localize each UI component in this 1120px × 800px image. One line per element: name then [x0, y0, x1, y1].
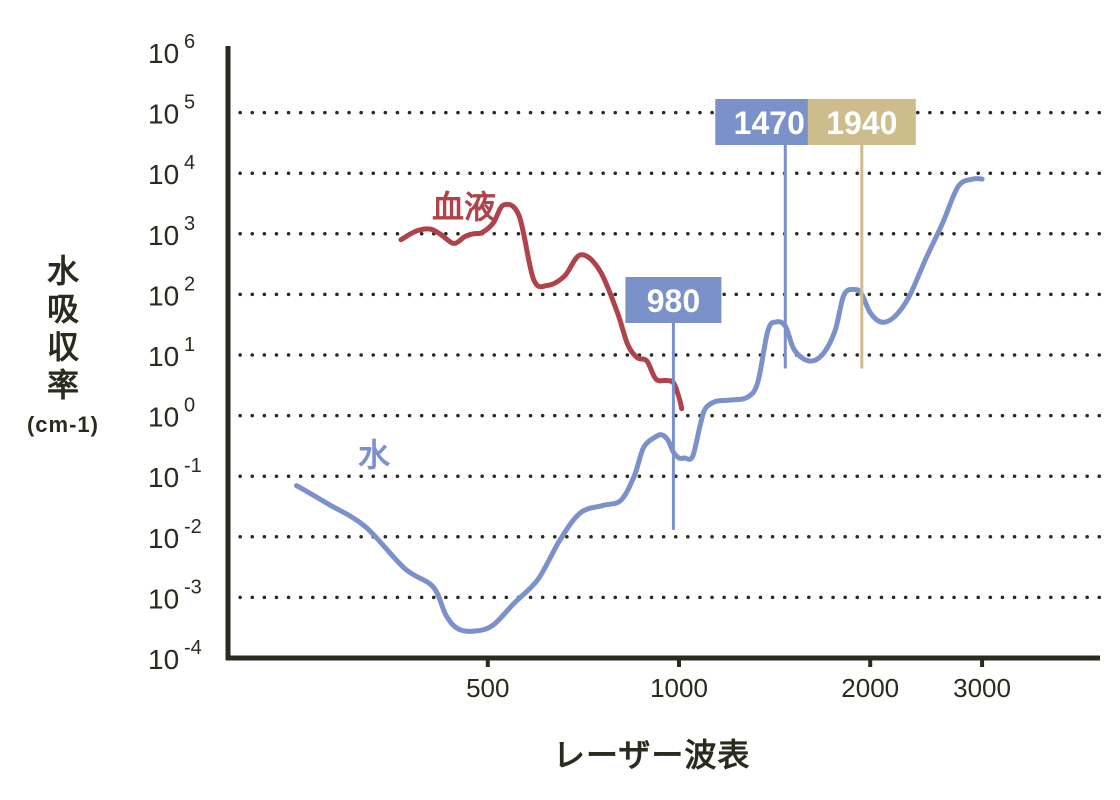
annotation-badge-1940: [807, 99, 916, 145]
series-label-1: 水: [358, 437, 391, 473]
y-tick-base-7: 10: [148, 220, 179, 251]
series-label-0: 血液: [432, 189, 496, 225]
y-tick-exp-6: 2: [184, 273, 195, 295]
y-tick-exp-5: 1: [184, 334, 195, 356]
y-tick-base-3: 10: [148, 462, 179, 493]
y-axis-title-text: 水吸収率: [18, 252, 108, 404]
series-labels: 血液水: [358, 189, 496, 473]
x-tick-label-1: 1000: [650, 673, 708, 703]
y-tick-base-2: 10: [148, 523, 179, 554]
y-tick-label-3: 10 -1: [148, 455, 202, 493]
y-tick-base-10: 10: [148, 38, 179, 69]
x-tick-label-0: 500: [466, 673, 509, 703]
annotation-label-1470: 1470: [734, 105, 805, 141]
y-tick-label-1: 10 -3: [148, 576, 202, 614]
annotation-label-980: 980: [647, 283, 700, 319]
axes: [225, 46, 1100, 661]
series-line-0: [398, 201, 685, 412]
y-tick-base-9: 10: [148, 99, 179, 130]
y-axis-title-char-2: 収: [46, 329, 79, 365]
y-tick-label-6: 10 2: [148, 273, 195, 311]
y-tick-exp-3: -1: [184, 455, 202, 477]
x-tick-label-2: 2000: [841, 673, 899, 703]
y-tick-base-8: 10: [148, 159, 179, 190]
y-tick-label-2: 10 -2: [148, 516, 202, 554]
y-axis-unit: (cm-1): [26, 412, 99, 437]
y-tick-exp-4: 0: [184, 395, 195, 417]
wavelength-annotations: 980 1470 1940: [625, 99, 916, 530]
y-tick-label-8: 10 4: [148, 152, 195, 190]
y-tick-label-10: 10 6: [148, 31, 195, 69]
annotation-badge-980: [625, 277, 722, 323]
y-tick-label-7: 10 3: [148, 213, 195, 251]
y-axis-title-char-3: 率: [46, 367, 79, 403]
y-axis-title-char-1: 吸: [46, 291, 79, 327]
y-tick-exp-8: 4: [184, 152, 195, 174]
y-tick-exp-0: -4: [184, 637, 202, 659]
annotation-label-1940: 1940: [826, 105, 897, 141]
x-axis-title: レーザー波表: [553, 737, 751, 773]
y-tick-exp-1: -3: [184, 576, 202, 598]
x-tick-labels: 500 1000 2000 3000: [466, 656, 1011, 703]
y-tick-label-9: 10 5: [148, 92, 195, 130]
annotation-badge-1470: [715, 99, 824, 145]
y-tick-base-5: 10: [148, 341, 179, 372]
y-tick-base-0: 10: [148, 644, 179, 675]
y-tick-label-4: 10 0: [148, 395, 195, 433]
y-axis-title-char-0: 水: [46, 253, 79, 289]
y-tick-exp-2: -2: [184, 516, 202, 538]
x-tick-label-3: 3000: [953, 673, 1011, 703]
series-line-1: [294, 176, 985, 634]
y-tick-base-4: 10: [148, 402, 179, 433]
y-tick-base-6: 10: [148, 280, 179, 311]
y-tick-label-5: 10 1: [148, 334, 195, 372]
y-tick-exp-10: 6: [184, 31, 195, 53]
y-tick-base-1: 10: [148, 583, 179, 614]
y-tick-label-0: 10 -4: [148, 637, 202, 675]
series-lines: [294, 176, 985, 634]
y-tick-exp-7: 3: [184, 213, 195, 235]
y-tick-exp-9: 5: [184, 92, 195, 114]
y-axis-title: 水吸収率 (cm-1): [18, 252, 108, 438]
